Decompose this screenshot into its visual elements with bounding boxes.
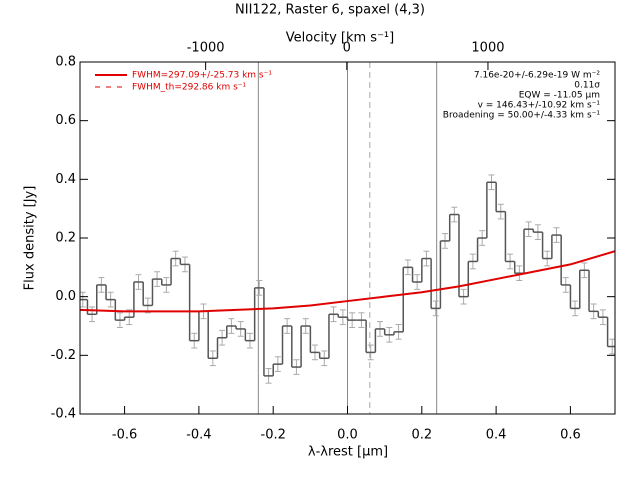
x-tick-label: 0.4	[486, 428, 507, 443]
x2-tick-label: 1000	[471, 41, 504, 56]
x2-axis-label: Velocity [km s⁻¹]	[286, 31, 394, 46]
y-tick-label: -0.2	[51, 348, 76, 363]
fit-line	[80, 250, 615, 313]
x-tick-label: 0.6	[560, 428, 581, 443]
legend-label: FWHM_th=292.86 km s⁻¹	[132, 83, 247, 93]
annotation: v = 146.43+/-10.92 km s⁻¹	[478, 101, 601, 111]
legend-label: FWHM=297.09+/-25.73 km s⁻¹	[132, 71, 272, 81]
annotation: Broadening = 50.00+/-4.33 km s⁻¹	[443, 111, 601, 121]
y-tick-label: 0.6	[55, 113, 76, 128]
x-tick-label: 0.2	[411, 428, 432, 443]
y-tick-label: 0.8	[55, 55, 76, 70]
annotation: 7.16e-20+/-6.29e-19 W m⁻²	[474, 71, 601, 81]
spectrum	[80, 174, 615, 384]
x-tick-label: -0.2	[261, 428, 286, 443]
y-tick-label: -0.4	[51, 407, 76, 422]
x-tick-label: -0.6	[112, 428, 137, 443]
annotation: 0.11σ	[574, 81, 600, 91]
y-tick-label: 0.2	[55, 231, 76, 246]
x2-tick-label: 0	[343, 41, 351, 56]
x-tick-label: -0.4	[186, 428, 211, 443]
y-tick-label: 0.4	[55, 172, 76, 187]
chart-title: NII122, Raster 6, spaxel (4,3)	[235, 3, 425, 18]
x-axis-label: λ-λrest [μm]	[308, 445, 388, 460]
x-tick-label: 0.0	[337, 428, 358, 443]
y-axis-label: Flux density [Jy]	[23, 186, 38, 291]
y-tick-label: 0.0	[55, 289, 76, 304]
x2-tick-label: -1000	[187, 41, 225, 56]
annotation: EQW = -11.05 μm	[519, 91, 600, 101]
